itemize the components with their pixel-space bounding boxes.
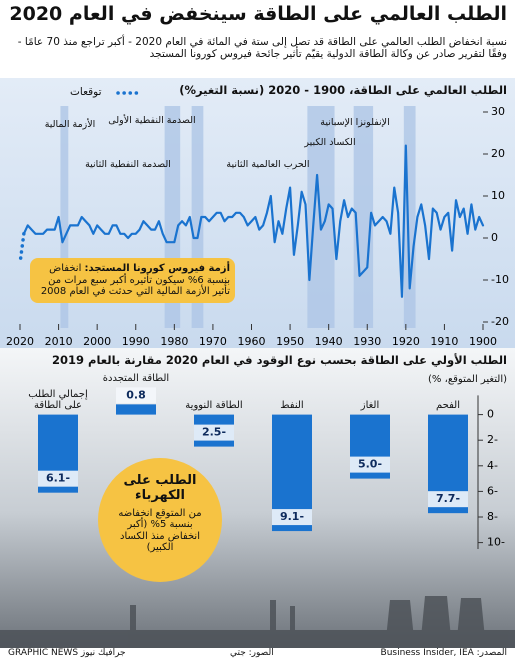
y-tick-label: 0 (487, 408, 494, 421)
x-tick-label: 1970 (199, 335, 227, 348)
value-label-bg (428, 491, 468, 508)
factory-silhouette (0, 596, 515, 648)
category-label: الطاقة النووية (185, 400, 243, 412)
y-tick-label: 2- (487, 433, 498, 446)
x-tick-label: 1920 (392, 335, 420, 348)
x-tick-label: 2000 (83, 335, 111, 348)
event-band (191, 106, 204, 328)
value-label: 9.1- (280, 510, 304, 523)
value-label: 2.5- (202, 426, 226, 439)
source: المصدر: Business Insider, IEA (380, 648, 507, 658)
callout-title: الطلب على الكهرباء (123, 473, 197, 503)
x-tick-label: 1960 (238, 335, 266, 348)
x-tick-label: 1940 (315, 335, 343, 348)
forecast-line (18, 232, 26, 265)
title: الطلب العالمي على الطاقة سينخفض في العام… (9, 3, 507, 25)
value-label-bg (194, 424, 234, 441)
annotation: الصدمة النفطية الثانية (85, 159, 171, 170)
y-tick-label: 10- (487, 536, 505, 549)
annotation: الأزمة المالية (44, 119, 96, 130)
x-tick-label: 2010 (45, 335, 73, 348)
category-label: إجمالي الطلب على الطاقة (28, 388, 88, 412)
y-tick-label: 20 (491, 147, 505, 160)
callout-text: انخفاض بنسبة 6% سيكون تأثيره أكبر سبع مر… (40, 263, 230, 297)
value-label: 6.1- (46, 472, 70, 485)
panel-background (0, 78, 515, 348)
x-tick-label: 1910 (430, 335, 458, 348)
annotation: الصدمة النفطية الأولى (108, 115, 196, 126)
legend-label: توقعات (70, 86, 102, 98)
y-tick-label: 4- (487, 459, 498, 472)
x-tick-label: 1990 (122, 335, 150, 348)
annotation: الإنفلونزا الإسبانية (320, 117, 390, 128)
x-tick-label: 1900 (469, 335, 497, 348)
y-tick-label: 6- (487, 484, 498, 497)
y-tick-label: 10 (491, 189, 505, 202)
value-label: 0.8 (126, 388, 146, 401)
value-label-bg (272, 509, 312, 526)
data-line (22, 144, 485, 298)
callout-text: من المتوقع انخفاضه بنسبة 5% (أكبر انخفاض… (118, 507, 202, 554)
y-tick-label: 30 (491, 105, 505, 118)
value-label: 7.7- (436, 492, 460, 505)
annotation: الحرب العالمية الثانية (226, 159, 310, 170)
subtitle: نسبة انخفاض الطلب العالمي على الطاقة قد … (17, 36, 507, 61)
y-tick-label: 0 (491, 231, 498, 244)
category-label: الغاز (360, 400, 380, 412)
x-tick-label: 1980 (160, 335, 188, 348)
electricity-callout: الطلب على الكهرباء من المتوقع انخفاضه بن… (98, 458, 222, 582)
photo-credit: الصور: جتي (230, 648, 274, 658)
category-label: النفط (280, 400, 304, 412)
annotation: الكساد الكبير (304, 137, 356, 148)
value-label: 5.0- (358, 458, 382, 471)
bar (116, 404, 156, 415)
x-tick-label: 2020 (6, 335, 34, 348)
category-label: الفحم (436, 400, 460, 412)
x-tick-label: 1950 (276, 335, 304, 348)
y-tick-label: -20 (491, 315, 509, 328)
x-tick-label: 1930 (353, 335, 381, 348)
y-tick-label: 8- (487, 510, 498, 523)
value-label-bg (350, 456, 390, 473)
axis-label: (التغير المتوقع، %) (428, 374, 507, 385)
chart-title: الطلب العالمي على الطاقة، 1900 - 2020 (ن… (179, 83, 507, 97)
brand: GRAPHIC NEWS جرافيك نيوز (8, 648, 126, 658)
callout: أزمة فيروس كورونا المستجد: انخفاض بنسبة … (30, 258, 235, 303)
category-label: الطاقة المتجددة (102, 372, 170, 384)
callout-highlight: أزمة فيروس كورونا المستجد: (84, 263, 230, 274)
y-tick-label: -10 (491, 273, 509, 286)
event-band (403, 106, 416, 328)
value-label-bg (38, 470, 78, 487)
chart-title: الطلب الأولي على الطاقة بحسب نوع الوقود … (52, 353, 507, 367)
value-label-bg (116, 387, 156, 404)
event-band (60, 106, 69, 328)
